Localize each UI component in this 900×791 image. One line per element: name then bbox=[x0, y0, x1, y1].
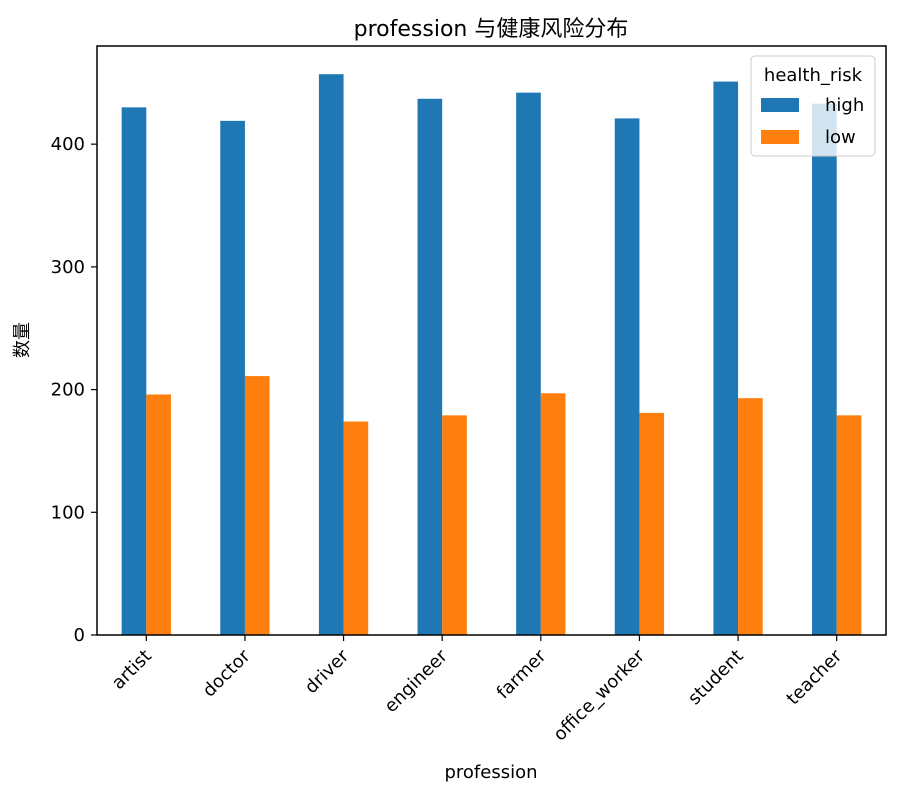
bar-low-office_worker bbox=[639, 412, 665, 635]
legend-swatch-low bbox=[761, 130, 799, 144]
x-tick-label: doctor bbox=[199, 645, 255, 701]
bar-high-artist bbox=[121, 107, 147, 635]
y-tick-label: 200 bbox=[51, 380, 85, 401]
x-axis: artist doctor driver engineer farmer office_w… bbox=[108, 635, 847, 745]
bar-low-engineer bbox=[442, 415, 467, 635]
x-tick-label: driver bbox=[301, 645, 354, 698]
plot-area bbox=[121, 74, 862, 636]
bar-high-student bbox=[713, 81, 739, 635]
bar-high-teacher bbox=[812, 103, 837, 636]
x-tick-label: farmer bbox=[493, 645, 551, 703]
bar-high-driver bbox=[318, 74, 344, 636]
x-tick-label: student bbox=[684, 646, 748, 710]
x-tick-label: teacher bbox=[783, 645, 847, 709]
bar-high-engineer bbox=[417, 98, 443, 635]
x-tick-label: artist bbox=[108, 646, 156, 694]
bar-low-artist bbox=[146, 394, 171, 635]
bar-high-farmer bbox=[516, 92, 541, 636]
bar-high-office_worker bbox=[614, 118, 640, 635]
y-tick-label: 0 bbox=[74, 625, 85, 646]
bar-low-student bbox=[738, 398, 763, 635]
bar-low-farmer bbox=[540, 393, 566, 635]
x-axis-label: profession bbox=[444, 762, 537, 783]
y-tick-label: 400 bbox=[51, 134, 85, 155]
y-tick-label: 300 bbox=[51, 257, 85, 278]
x-tick-label: engineer bbox=[380, 645, 452, 717]
bar-low-teacher bbox=[836, 415, 862, 635]
x-tick-label: office_worker bbox=[549, 645, 649, 745]
y-tick-label: 100 bbox=[51, 502, 85, 523]
legend-label-high: high bbox=[825, 95, 864, 116]
legend-label-low: low bbox=[825, 127, 856, 148]
plot-frame bbox=[96, 45, 887, 636]
legend-title: health_risk bbox=[764, 65, 863, 86]
bar-high-doctor bbox=[220, 120, 245, 636]
y-axis-label: 数量 bbox=[12, 322, 33, 358]
chart-title: profession 与健康风险分布 bbox=[354, 17, 629, 42]
bar-low-doctor bbox=[244, 376, 270, 635]
y-axis: 0 100 200 300 400 bbox=[51, 134, 97, 646]
bar-low-driver bbox=[343, 421, 369, 635]
legend-swatch-high bbox=[761, 98, 799, 112]
